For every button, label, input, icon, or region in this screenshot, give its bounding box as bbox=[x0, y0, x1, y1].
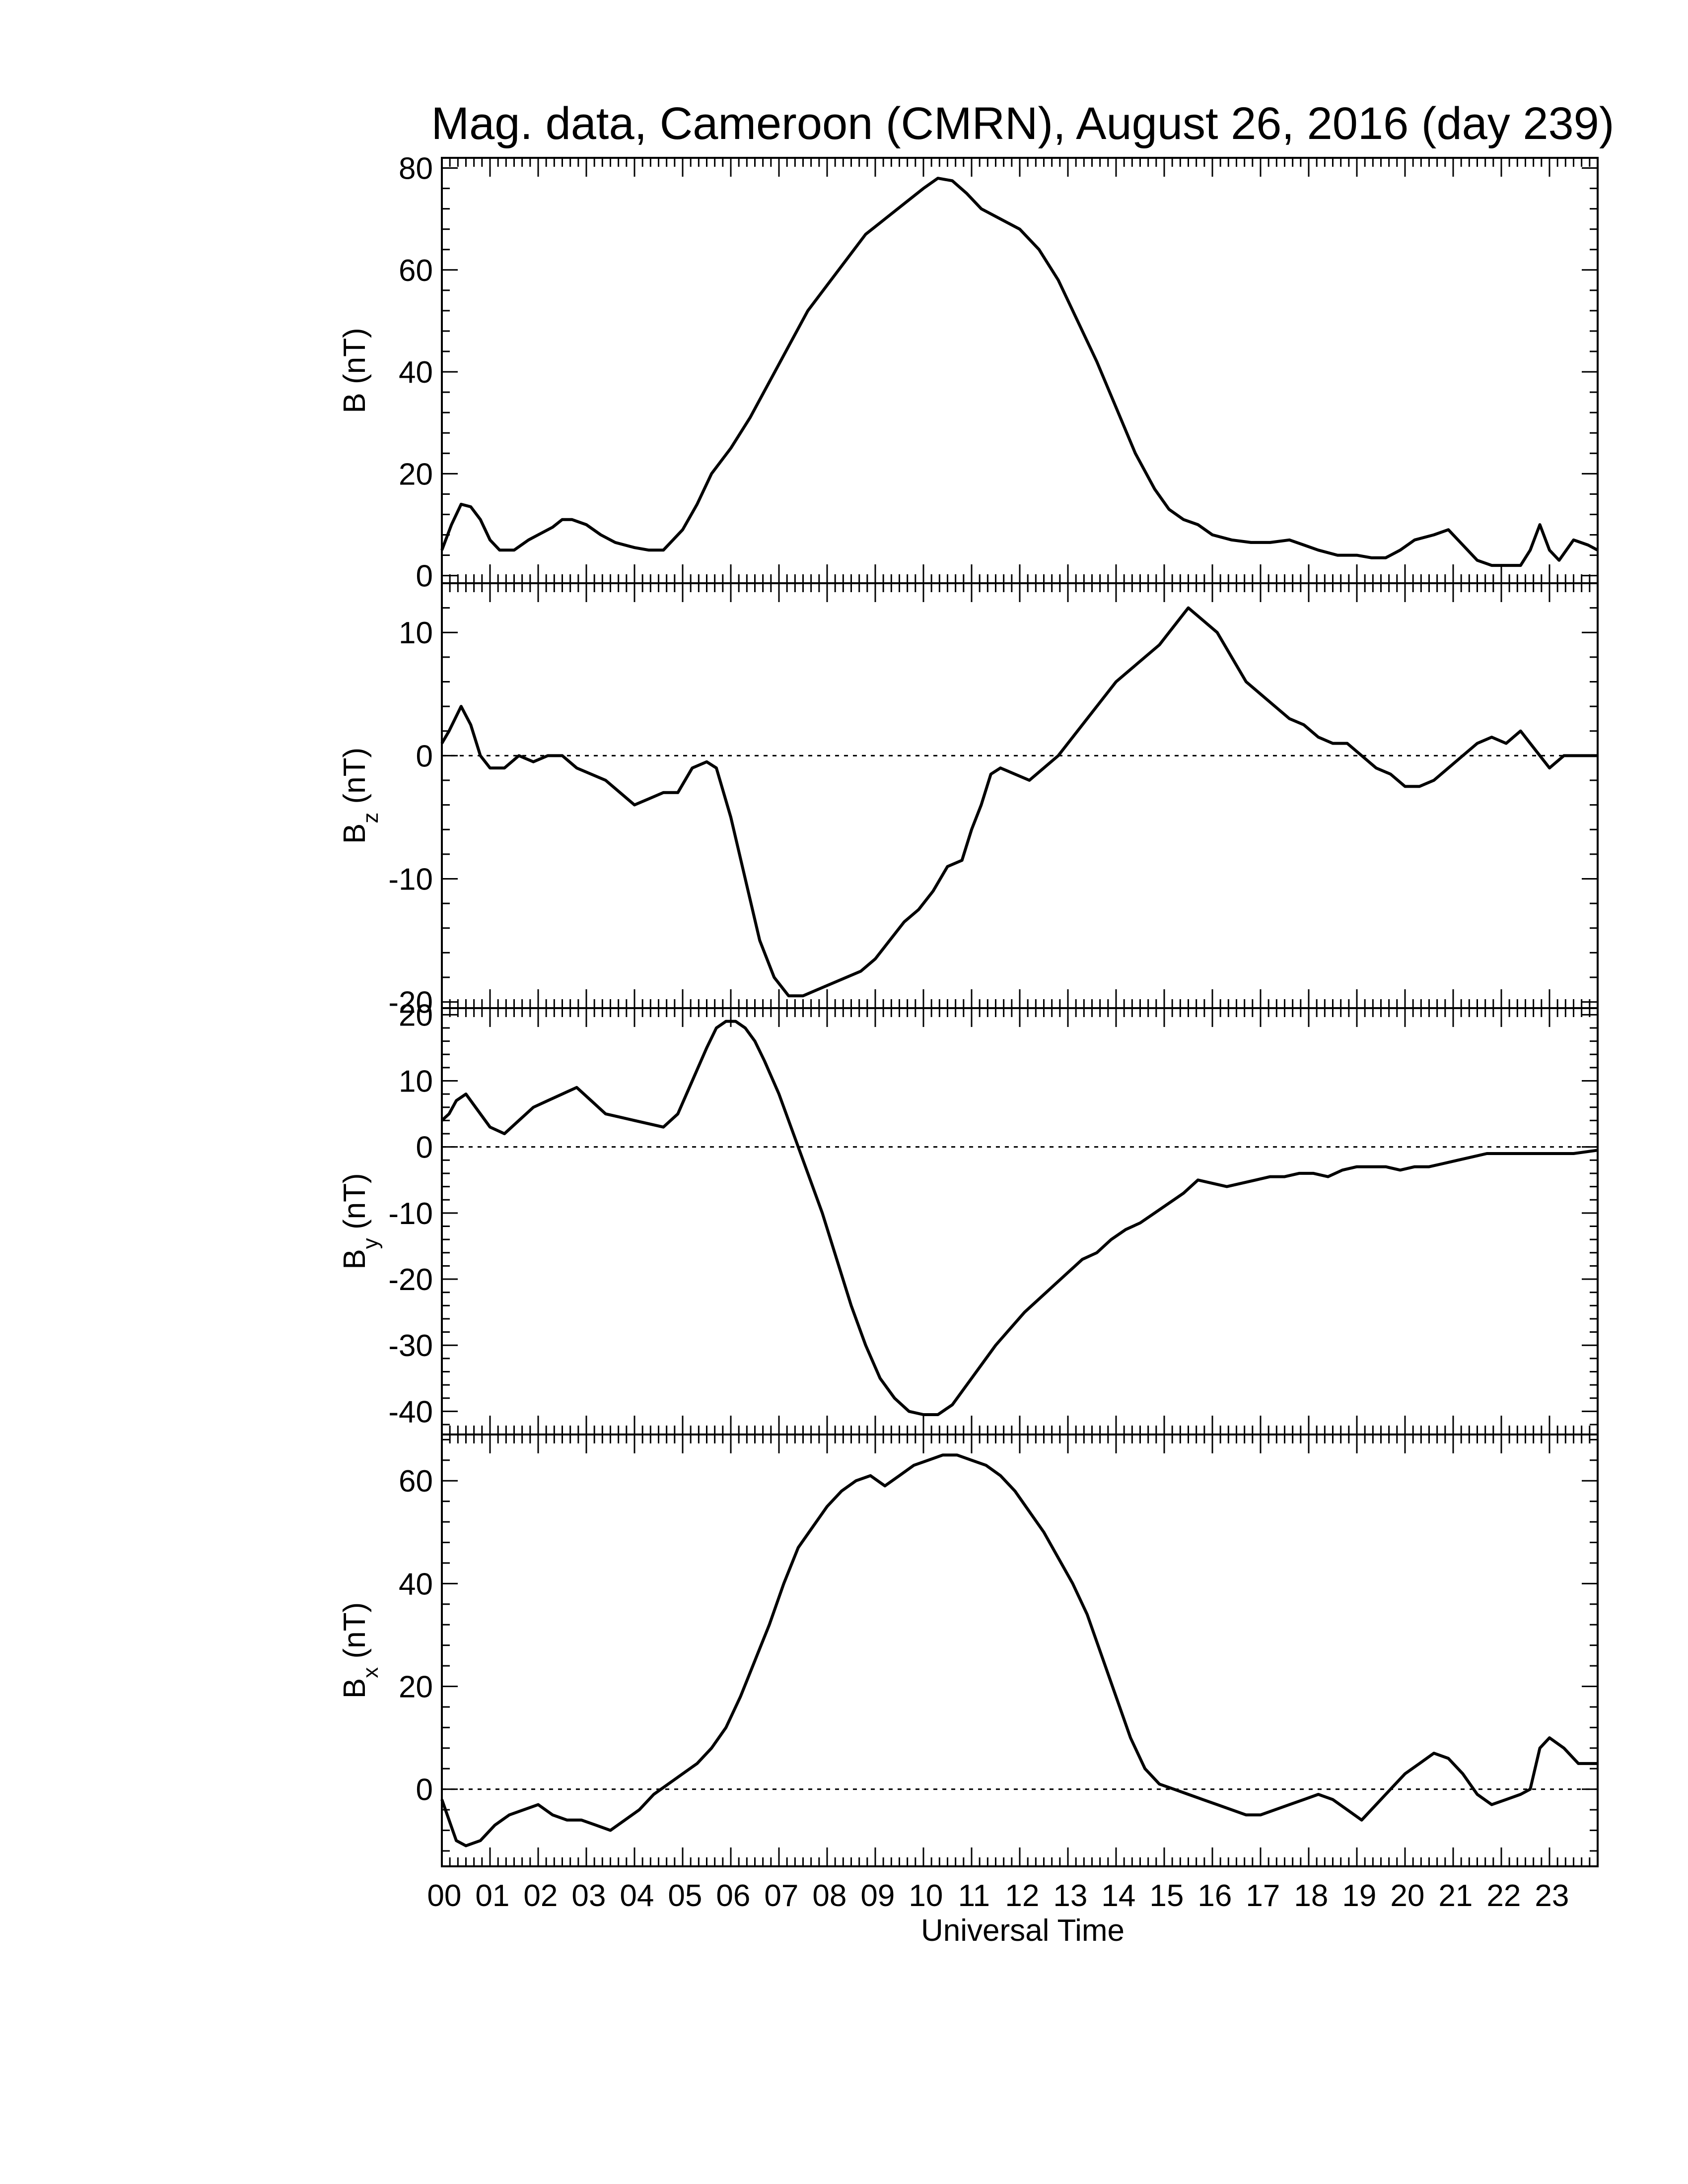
x-tick-label: 17 bbox=[1246, 1879, 1280, 1913]
panel-Bx-y-tick-label: 20 bbox=[399, 1670, 433, 1705]
x-tick-label: 04 bbox=[620, 1879, 654, 1913]
y-label-subscript: y bbox=[358, 1238, 383, 1249]
x-tick-label: 05 bbox=[668, 1879, 702, 1913]
x-tick-label: 06 bbox=[716, 1879, 750, 1913]
y-label-unit: (nT) bbox=[338, 1173, 372, 1238]
x-tick-label: 08 bbox=[812, 1879, 846, 1913]
panel-By-y-axis-label: By (nT) bbox=[338, 1173, 383, 1269]
x-tick-label: 21 bbox=[1438, 1879, 1473, 1913]
y-label-subscript: z bbox=[358, 813, 383, 823]
x-tick-label: 14 bbox=[1101, 1879, 1135, 1913]
y-label-unit: (nT) bbox=[338, 748, 372, 813]
y-label-symbol: B bbox=[338, 823, 372, 844]
series-B-line bbox=[440, 177, 1599, 567]
y-label-unit: (nT) bbox=[338, 1602, 372, 1667]
y-label-symbol: B bbox=[338, 1249, 372, 1269]
y-label-unit: (nT) bbox=[338, 328, 372, 393]
panel-By-y-tick-label: 10 bbox=[399, 1064, 433, 1098]
panel-By-frame bbox=[441, 1007, 1599, 1435]
panel-Bx-y-tick-label: 0 bbox=[416, 1773, 433, 1807]
chart-title: Mag. data, Cameroon (CMRN), August 26, 2… bbox=[431, 98, 1615, 149]
x-tick-label: 00 bbox=[427, 1879, 461, 1913]
x-tick-label: 23 bbox=[1535, 1879, 1569, 1913]
panel-Bz-y-tick-label: -20 bbox=[388, 986, 433, 1020]
series-By-line bbox=[440, 1020, 1598, 1416]
panel-B-y-tick-label: 80 bbox=[399, 152, 433, 186]
series-Bz-line bbox=[440, 606, 1598, 998]
x-tick-label: 12 bbox=[1005, 1879, 1039, 1913]
panel-By-y-tick-label: -30 bbox=[388, 1329, 433, 1363]
y-label-symbol: B bbox=[338, 393, 372, 413]
x-tick-label: 22 bbox=[1486, 1879, 1521, 1913]
panel-B-y-tick-label: 40 bbox=[399, 355, 433, 390]
x-tick-label: 20 bbox=[1390, 1879, 1424, 1913]
panel-B-frame bbox=[441, 157, 1599, 584]
x-tick-label: 16 bbox=[1197, 1879, 1232, 1913]
panel-Bz-y-tick-label: 0 bbox=[416, 739, 433, 773]
x-tick-label: 02 bbox=[523, 1879, 558, 1913]
x-tick-label: 03 bbox=[571, 1879, 606, 1913]
panel-B-y-axis-label: B (nT) bbox=[338, 328, 372, 413]
x-tick-label: 07 bbox=[764, 1879, 798, 1913]
x-tick-label: 18 bbox=[1294, 1879, 1328, 1913]
panel-By-y-tick-label: -10 bbox=[388, 1197, 433, 1231]
x-tick-label: 13 bbox=[1053, 1879, 1087, 1913]
panel-Bz: -20 -10 0 10 Bz (nT) bbox=[338, 582, 1599, 1020]
panel-Bx-y-tick-label: 40 bbox=[399, 1567, 433, 1601]
x-tick-label: 01 bbox=[475, 1879, 509, 1913]
panels: 0 20 40 60 80 B (nT) -20 -10 0 10 Bz (nT) -40 -30 -20… bbox=[338, 152, 1599, 1867]
panel-By: -40 -30 -20 -10 0 10 20 By (nT) bbox=[338, 998, 1599, 1435]
panel-Bx: 0 20 40 60 Bx (nT) bbox=[338, 1433, 1599, 1867]
x-axis: 00 01 02 03 04 05 06 07 08 09 10 11 12 13 14 15 16 17 18 19… bbox=[427, 1879, 1569, 1913]
x-tick-label: 15 bbox=[1149, 1879, 1184, 1913]
panel-B-y-tick-label: 20 bbox=[399, 457, 433, 491]
series-Bx-line bbox=[440, 1453, 1598, 1847]
x-tick-label: 10 bbox=[909, 1879, 943, 1913]
panel-Bx-y-tick-label: 60 bbox=[399, 1464, 433, 1499]
panel-Bz-y-tick-label: -10 bbox=[388, 862, 433, 896]
panel-B-y-tick-label: 0 bbox=[416, 559, 433, 594]
y-label-symbol: B bbox=[338, 1678, 372, 1699]
x-tick-label: 09 bbox=[860, 1879, 895, 1913]
y-label-subscript: x bbox=[358, 1667, 383, 1678]
panel-By-y-tick-label: 20 bbox=[399, 998, 433, 1032]
x-tick-label: 19 bbox=[1342, 1879, 1376, 1913]
x-axis-label: Universal Time bbox=[921, 1913, 1125, 1948]
x-tick-label: 11 bbox=[958, 1879, 990, 1913]
panel-By-y-tick-label: -40 bbox=[388, 1395, 433, 1429]
panel-Bz-y-tick-label: 10 bbox=[399, 616, 433, 650]
panel-B: 0 20 40 60 80 B (nT) bbox=[338, 152, 1599, 594]
panel-Bx-y-axis-label: Bx (nT) bbox=[338, 1602, 383, 1699]
panel-By-y-tick-label: -20 bbox=[388, 1263, 433, 1297]
panel-Bz-frame bbox=[441, 582, 1599, 1009]
panel-Bz-y-axis-label: Bz (nT) bbox=[338, 748, 383, 844]
panel-B-y-tick-label: 60 bbox=[399, 254, 433, 288]
panel-By-y-tick-label: 0 bbox=[416, 1131, 433, 1165]
